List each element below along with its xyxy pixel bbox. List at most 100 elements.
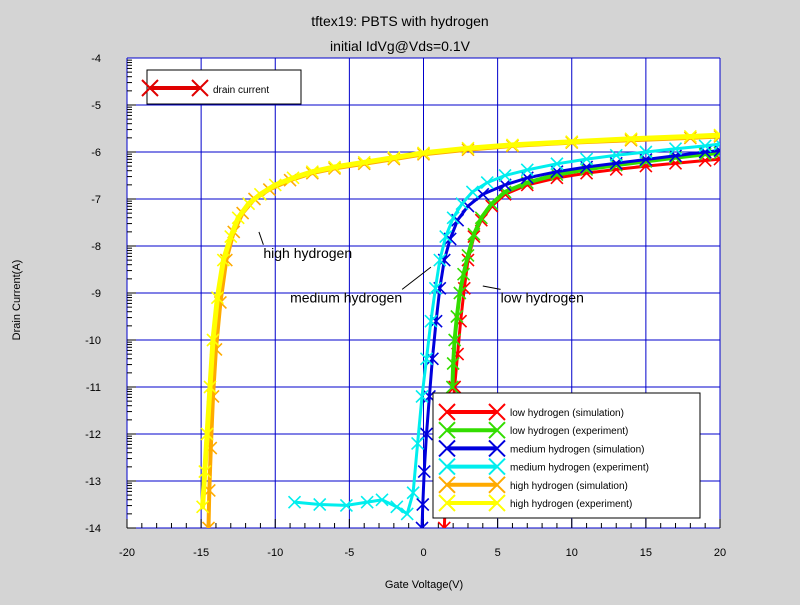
data-point [461, 141, 475, 155]
data-point [210, 291, 224, 305]
data-point [196, 500, 210, 514]
legend-label: low hydrogen (experiment) [510, 426, 628, 437]
data-point [698, 145, 712, 159]
x-tick-label: -5 [344, 547, 354, 559]
x-axis-label: Gate Voltage(V) [385, 579, 463, 591]
data-point [446, 356, 460, 371]
data-point [428, 281, 442, 295]
y-tick-label: -8 [91, 241, 101, 253]
data-point [253, 187, 267, 201]
data-point [476, 187, 490, 201]
legend-marker [488, 457, 506, 476]
chart-subtitle: initial IdVg@Vds=0.1V [330, 38, 471, 54]
data-point [360, 495, 374, 509]
axis-ticks [126, 59, 721, 529]
data-point [313, 497, 327, 512]
x-tick-label: 15 [640, 547, 652, 559]
data-point [639, 154, 653, 168]
data-point [216, 253, 230, 267]
y-tick-label: -13 [85, 476, 101, 488]
legend-top: drain current [141, 69, 302, 105]
data-point [683, 129, 697, 144]
legend-marker [438, 403, 456, 421]
data-point [439, 230, 453, 244]
legend-marker [488, 494, 506, 512]
data-point [450, 309, 464, 324]
data-point [406, 486, 420, 500]
legend-marker [438, 476, 456, 494]
annotations: high hydrogen medium hydrogen low hydrogen [258, 231, 584, 305]
data-point [465, 185, 479, 199]
data-point [467, 227, 481, 241]
x-tick-label: 5 [495, 547, 501, 559]
data-point [241, 197, 256, 211]
data-point [327, 160, 342, 174]
data-point [455, 197, 469, 211]
data-point [417, 465, 431, 479]
x-tick-label: -20 [119, 547, 135, 559]
data-point [387, 151, 401, 165]
legend-label: medium hydrogen (experiment) [510, 463, 649, 474]
data-point [624, 132, 638, 146]
y-axis-label: Drain Current(A) [11, 260, 23, 341]
y-tick-label: -7 [91, 194, 101, 206]
data-point [520, 163, 534, 177]
legend-marker [488, 421, 506, 439]
y-tick-label: -12 [85, 429, 101, 441]
data-point [453, 286, 467, 300]
tick-labels: -20 -15 -10 -5 0 5 10 15 20 -14 -13 -12 -11 -10 -9 -8 -7… [85, 53, 726, 559]
data-point [200, 427, 214, 441]
data-point [416, 146, 431, 160]
data-point [498, 178, 512, 192]
data-point [713, 128, 720, 142]
data-point [580, 152, 594, 166]
data-point [201, 521, 216, 528]
data-point [206, 333, 220, 347]
series-line [293, 142, 720, 516]
data-point [498, 168, 512, 183]
data-point [698, 139, 712, 153]
legend-marker [488, 439, 506, 458]
annotation-label: high hydrogen [263, 245, 352, 261]
data-point [357, 155, 371, 169]
data-point [286, 171, 300, 185]
data-point [445, 380, 459, 394]
data-point [231, 211, 245, 225]
y-tick-label: -14 [85, 523, 101, 535]
data-point [713, 144, 720, 158]
legend-label: low hydrogen (simulation) [510, 408, 624, 419]
legend-marker [438, 439, 456, 458]
data-point [224, 230, 238, 244]
data-point [505, 138, 520, 152]
legend-label: drain current [213, 85, 269, 96]
series-3 [415, 144, 720, 528]
legend-marker [438, 494, 456, 512]
x-tick-label: -15 [193, 547, 209, 559]
data-point [203, 380, 217, 394]
data-point [446, 211, 460, 225]
data-point [411, 436, 425, 450]
chart-title: tftex19: PBTS with hydrogen [311, 13, 488, 29]
data-point [390, 500, 404, 514]
data-point [639, 145, 653, 159]
data-point [305, 165, 319, 179]
y-tick-label: -5 [91, 100, 101, 112]
y-tick-label: -11 [86, 382, 101, 394]
data-point [339, 498, 353, 513]
legend: low hydrogen (simulation) low hydrogen (e… [432, 392, 701, 519]
series-2 [445, 146, 720, 394]
data-point [550, 157, 564, 171]
legend-label: medium hydrogen (simulation) [510, 444, 645, 455]
data-point [415, 389, 429, 403]
y-tick-label: -10 [85, 335, 101, 347]
annotation-label: low hydrogen [501, 289, 584, 305]
data-point [433, 253, 447, 267]
legend-marker [438, 421, 456, 439]
legend-label: high hydrogen (experiment) [510, 499, 632, 510]
data-point [565, 135, 579, 149]
legend-marker [488, 403, 506, 421]
data-point [400, 507, 414, 521]
data-point [437, 521, 451, 528]
legend-marker [191, 79, 209, 97]
